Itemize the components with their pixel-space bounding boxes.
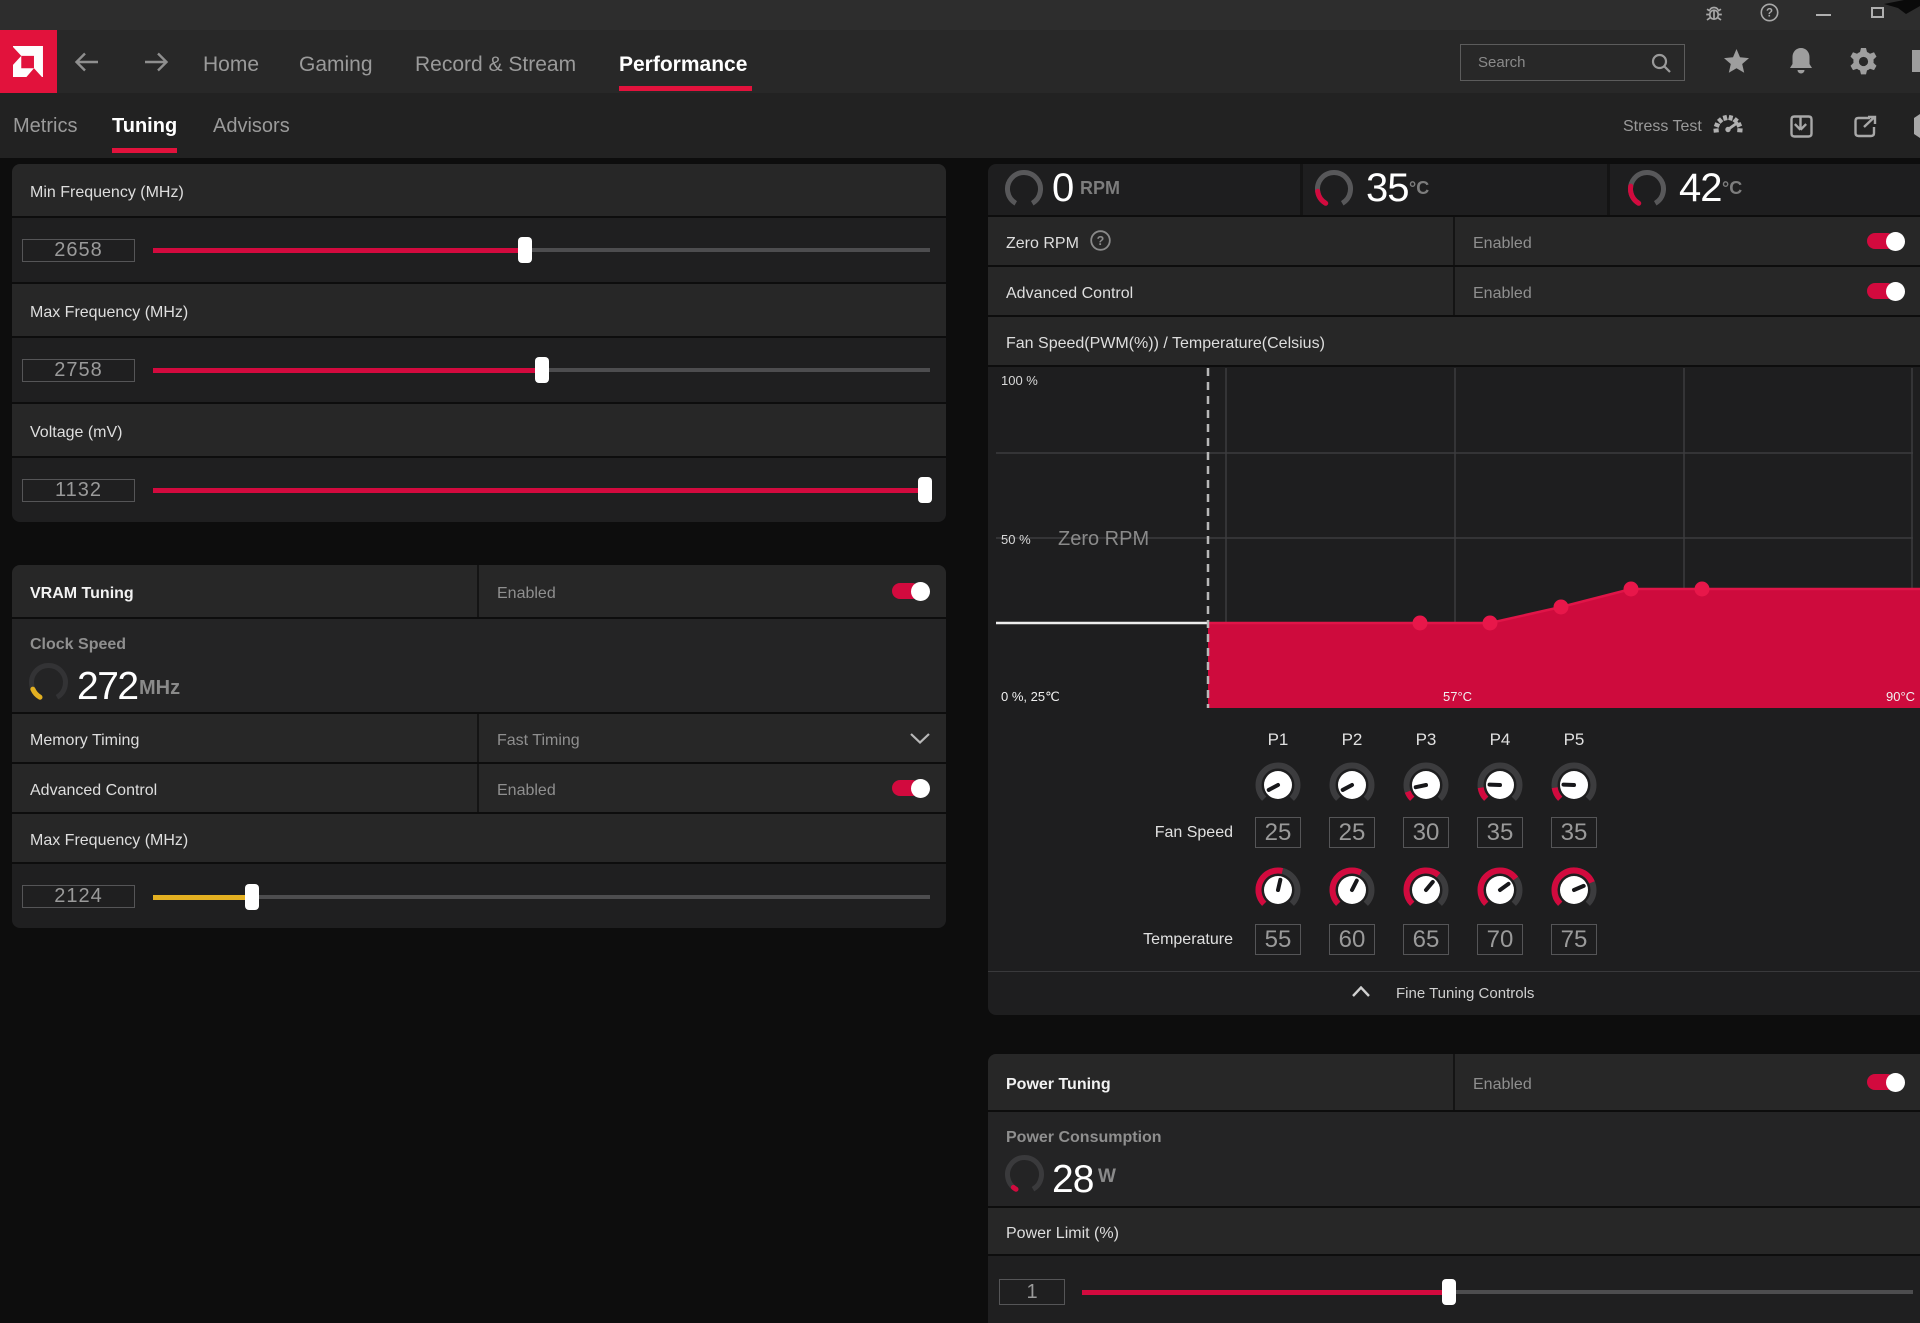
svg-text:?: ? — [1766, 8, 1773, 20]
svg-text:?: ? — [1097, 234, 1105, 248]
